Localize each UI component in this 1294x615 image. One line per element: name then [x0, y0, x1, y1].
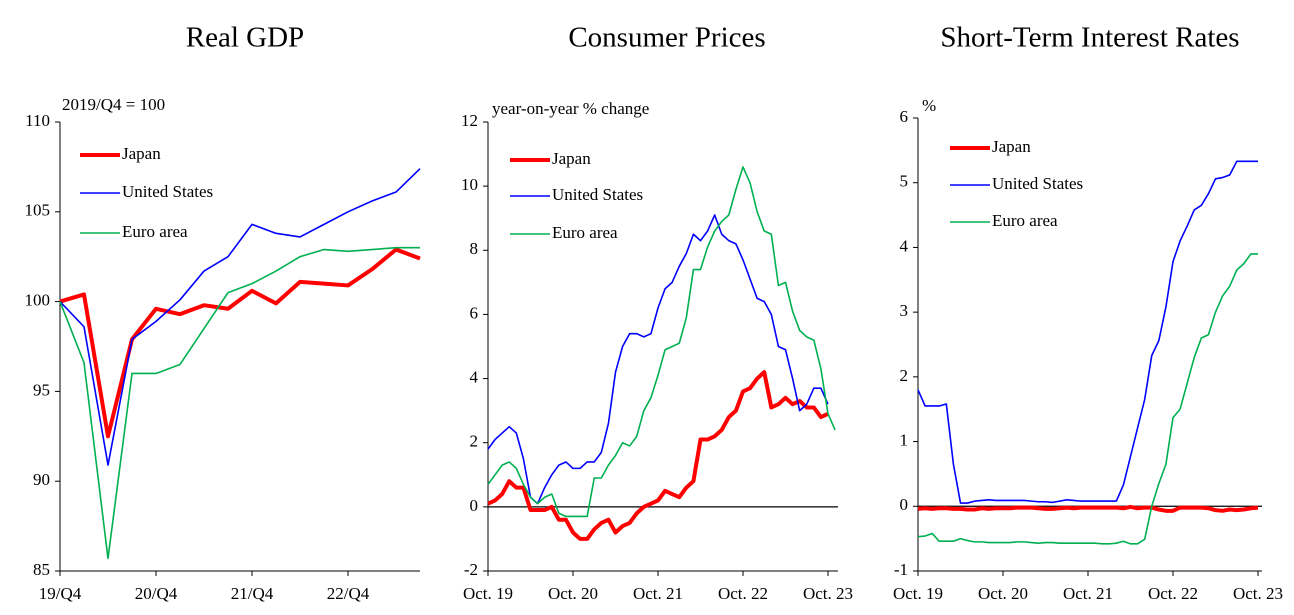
x-tick-label: Oct. 19	[893, 584, 943, 603]
series-line	[917, 504, 1259, 513]
chart: Short-Term Interest Rates% -1 0 1 2 3 4 5 6 Oct. …	[893, 22, 1283, 603]
x-tick-label: Oct. 19	[463, 584, 513, 603]
chart-title: Short-Term Interest Rates	[940, 22, 1239, 54]
series-line	[59, 247, 421, 439]
series-line	[59, 168, 421, 466]
x-tick-label: 19/Q4	[39, 584, 82, 603]
legend-label: Japan	[122, 144, 161, 163]
legend-label: Euro area	[992, 211, 1058, 230]
series-line	[487, 166, 836, 518]
series-line	[487, 370, 829, 541]
legend-label: United States	[992, 174, 1083, 193]
series-line	[917, 253, 1258, 545]
y-tick-label: 4	[470, 367, 479, 386]
y-tick-label: 0	[470, 496, 479, 515]
y-tick-label: -1	[894, 560, 908, 579]
legend-label: Euro area	[122, 222, 188, 241]
y-tick-label: 1	[900, 430, 909, 449]
x-tick-label: Oct. 21	[633, 584, 683, 603]
y-tick-label: 100	[25, 291, 51, 310]
y-tick-label: 85	[33, 560, 50, 579]
y-tick-label: 95	[33, 380, 50, 399]
legend-label: United States	[552, 185, 643, 204]
y-tick-label: 90	[33, 470, 50, 489]
y-tick-label: 0	[900, 495, 909, 514]
x-tick-label: Oct. 23	[803, 584, 853, 603]
series-line	[59, 246, 420, 560]
y-tick-label: -2	[464, 560, 478, 579]
chart-title: Consumer Prices	[568, 22, 765, 54]
legend-label: Euro area	[552, 223, 618, 242]
series-line	[917, 160, 1258, 504]
x-tick-label: Oct. 21	[1063, 584, 1113, 603]
chart: Real GDP 2019/Q4 = 100 85 90 95 100 105 110 19/Q…	[25, 22, 421, 603]
y-tick-label: 2	[470, 432, 479, 451]
y-tick-label: 12	[461, 111, 478, 130]
y-tick-label: 110	[25, 111, 50, 130]
y-axis-unit: year-on-year % change	[492, 99, 649, 118]
x-tick-label: 20/Q4	[135, 584, 178, 603]
legend-label: Japan	[992, 137, 1031, 156]
y-tick-label: 5	[900, 172, 909, 191]
y-tick-label: 4	[900, 236, 909, 255]
y-tick-label: 6	[900, 107, 909, 126]
series-line	[487, 214, 829, 505]
x-tick-label: Oct. 23	[1233, 584, 1283, 603]
x-tick-label: Oct. 20	[978, 584, 1028, 603]
y-tick-label: 2	[900, 366, 909, 385]
y-tick-label: 105	[25, 201, 51, 220]
x-tick-label: Oct. 20	[548, 584, 598, 603]
x-tick-label: Oct. 22	[1148, 584, 1198, 603]
y-axis-unit: 2019/Q4 = 100	[62, 95, 165, 114]
chart: Consumer Prices year-on-year % change -2 0 2…	[461, 22, 853, 603]
y-axis-unit: %	[922, 96, 936, 115]
x-tick-label: 22/Q4	[327, 584, 370, 603]
chart-title: Real GDP	[186, 22, 304, 54]
y-tick-label: 3	[900, 301, 909, 320]
y-tick-label: 8	[470, 239, 479, 258]
legend-label: United States	[122, 182, 213, 201]
y-tick-label: 10	[461, 175, 478, 194]
x-tick-label: Oct. 22	[718, 584, 768, 603]
legend-label: Japan	[552, 149, 591, 168]
y-tick-label: 6	[470, 303, 479, 322]
x-tick-label: 21/Q4	[231, 584, 274, 603]
